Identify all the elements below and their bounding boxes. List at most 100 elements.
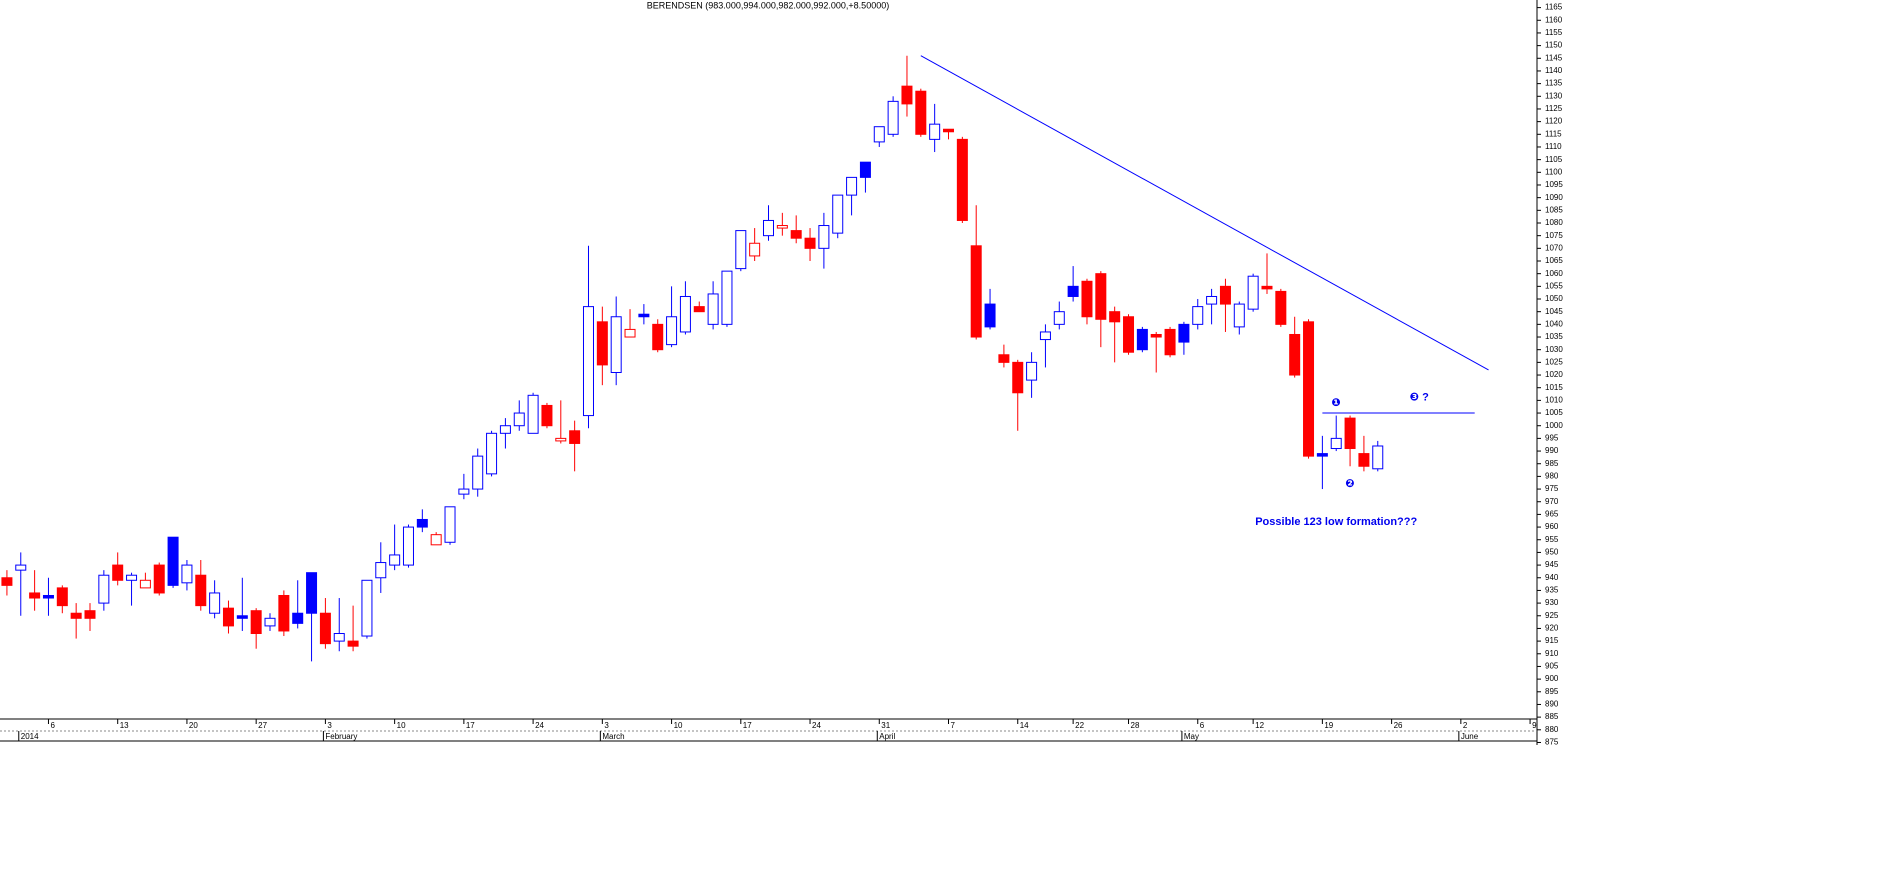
month-label: April (879, 732, 895, 741)
x-tick-label: 28 (1131, 721, 1140, 730)
y-tick-label: 1140 (1545, 66, 1563, 75)
y-tick-label: 1075 (1545, 231, 1563, 240)
candle-body (292, 612, 304, 624)
candle-body (1178, 323, 1190, 343)
y-tick-label: 1020 (1545, 370, 1563, 379)
y-tick-label: 1160 (1545, 15, 1563, 24)
candle-body (333, 633, 345, 642)
candle-body (763, 219, 774, 237)
y-tick-label: 1055 (1545, 281, 1563, 290)
y-tick-label: 895 (1545, 687, 1559, 696)
x-tick-label: 20 (189, 721, 198, 730)
candle-body (1095, 273, 1107, 320)
candle-body (929, 123, 941, 140)
y-tick-label: 1110 (1545, 142, 1562, 151)
y-tick-label: 1120 (1545, 117, 1563, 126)
candle-body (596, 321, 608, 366)
candle-body (126, 574, 138, 581)
trend-line (920, 55, 1489, 371)
candle-body (1316, 453, 1328, 457)
month-label: June (1461, 732, 1479, 741)
x-tick-label: 19 (1324, 721, 1333, 730)
annotation: ❸ ? (1410, 392, 1429, 404)
candle-body (873, 126, 885, 143)
candle-body (56, 587, 68, 607)
y-tick-label: 920 (1545, 624, 1559, 633)
y-tick-label: 1050 (1545, 294, 1563, 303)
candle-body (472, 455, 484, 490)
candle-body (222, 607, 234, 627)
candle-body (541, 404, 553, 427)
y-tick-label: 875 (1545, 738, 1559, 747)
y-tick-label: 935 (1545, 586, 1559, 595)
y-tick-label: 1150 (1545, 41, 1563, 50)
candle-body (1, 577, 13, 586)
y-tick-label: 1130 (1545, 91, 1563, 100)
x-tick-label: 12 (1255, 721, 1264, 730)
candle-body (1206, 295, 1218, 305)
candle-body (416, 518, 428, 528)
candle-body (1136, 328, 1148, 351)
x-tick-label: 24 (535, 721, 544, 730)
y-tick-label: 905 (1545, 662, 1559, 671)
y-tick-label: 970 (1545, 497, 1559, 506)
y-tick-label: 1065 (1545, 256, 1563, 265)
y-tick-label: 915 (1545, 636, 1559, 645)
candle-body (42, 594, 54, 599)
y-tick-label: 1015 (1545, 383, 1563, 392)
candle-body (943, 128, 955, 133)
candle-body (818, 225, 830, 249)
x-tick-label: 2 (1463, 721, 1468, 730)
month-label: February (325, 732, 357, 741)
candle-body (707, 293, 719, 325)
x-tick-label: 3 (327, 721, 332, 730)
candle-body (569, 430, 581, 444)
candle-body (624, 328, 636, 338)
x-tick-label: 10 (674, 721, 683, 730)
y-tick-label: 1115 (1545, 129, 1562, 138)
candle-body (970, 245, 982, 338)
candle-body (984, 303, 996, 328)
candle-body (347, 640, 359, 647)
y-tick-label: 1145 (1545, 53, 1563, 62)
candle-body (1344, 417, 1356, 450)
y-tick-label: 1035 (1545, 332, 1563, 341)
chart-title: BERENDSEN (983.000,994.000,982.000,992.0… (647, 0, 889, 10)
y-tick-label: 945 (1545, 560, 1559, 569)
candle-body (1289, 333, 1301, 376)
x-tick-label: 27 (258, 721, 267, 730)
candle-body (195, 574, 207, 607)
y-tick-label: 1060 (1545, 269, 1563, 278)
candle-body (458, 488, 470, 495)
candle-body (499, 425, 511, 434)
y-tick-label: 880 (1545, 725, 1559, 734)
y-tick-label: 1080 (1545, 218, 1563, 227)
candle-body (264, 617, 276, 627)
candle-body (776, 225, 788, 229)
candle-body (236, 615, 248, 619)
candle-body (1164, 328, 1176, 356)
month-label: March (602, 732, 624, 741)
x-tick-label: 26 (1394, 721, 1403, 730)
candle-body (956, 138, 968, 221)
candle-body (582, 306, 594, 417)
month-label: 2014 (21, 732, 39, 741)
candle-body (430, 534, 442, 546)
candle-body (1012, 361, 1024, 394)
y-tick-label: 965 (1545, 510, 1559, 519)
candle-body (15, 564, 27, 571)
candle-body (1039, 331, 1051, 341)
candle-body (375, 562, 387, 579)
candle-body (721, 270, 733, 325)
month-label: May (1184, 732, 1199, 741)
candle-body (1275, 290, 1287, 325)
candle-body (693, 306, 705, 313)
candle-body (790, 230, 802, 239)
candle-body (29, 592, 41, 599)
y-tick-label: 1090 (1545, 193, 1563, 202)
x-tick-label: 24 (812, 721, 821, 730)
x-tick-label: 13 (120, 721, 129, 730)
y-tick-label: 1000 (1545, 421, 1563, 430)
